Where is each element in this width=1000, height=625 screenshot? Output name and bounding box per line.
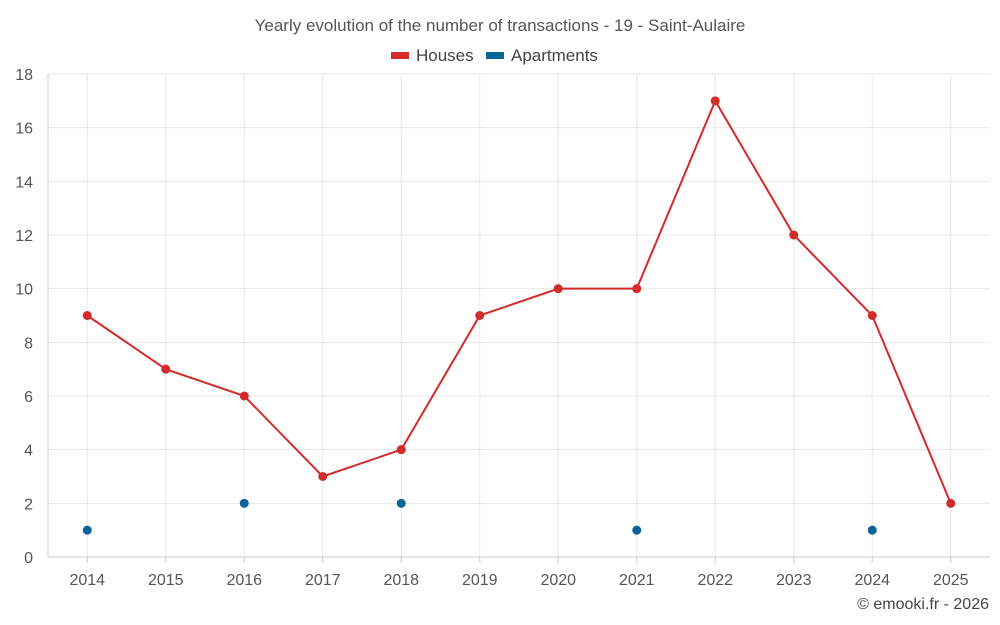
data-point-houses[interactable] (396, 445, 406, 455)
y-tick-label: 10 (15, 282, 33, 299)
x-tick-label: 2015 (148, 572, 184, 589)
y-tick-label: 4 (24, 443, 33, 460)
data-point-houses[interactable] (553, 284, 563, 294)
data-point-houses[interactable] (239, 391, 249, 401)
y-tick-label: 18 (15, 67, 33, 84)
x-tick-label: 2024 (854, 572, 890, 589)
data-point-apartments[interactable] (82, 525, 92, 535)
data-point-houses[interactable] (710, 96, 720, 106)
data-point-houses[interactable] (946, 498, 956, 508)
y-tick-label: 16 (15, 121, 33, 138)
x-tick-label: 2019 (462, 572, 498, 589)
y-tick-label: 14 (15, 174, 33, 191)
x-tick-label: 2023 (776, 572, 812, 589)
y-tick-label: 2 (24, 496, 33, 513)
data-point-houses[interactable] (789, 230, 799, 240)
series-line-houses (86, 98, 952, 504)
legend-label-apartments: Apartments (511, 46, 598, 65)
y-tick-label: 6 (24, 389, 33, 406)
data-point-houses[interactable] (475, 311, 485, 320)
data-point-apartments[interactable] (239, 498, 249, 508)
legend-swatch-apartments (486, 52, 504, 59)
x-tick-label: 2021 (619, 572, 655, 589)
data-point-houses[interactable] (161, 364, 171, 374)
x-tick-label: 2025 (933, 572, 969, 589)
y-tick-label: 12 (15, 228, 33, 245)
data-point-houses[interactable] (632, 284, 642, 294)
data-point-houses[interactable] (867, 311, 877, 320)
x-tick-label: 2022 (697, 572, 733, 589)
series-houses (82, 96, 956, 508)
y-tick-labels: 0 2 4 6 8 10 12 14 16 18 (15, 67, 33, 567)
data-point-apartments[interactable] (867, 525, 877, 535)
x-tick-label: 2020 (540, 572, 576, 589)
data-point-apartments[interactable] (632, 525, 642, 535)
legend-swatch-houses (391, 52, 409, 59)
axes (47, 74, 990, 563)
x-tick-label: 2016 (226, 572, 262, 589)
grid (48, 73, 990, 557)
x-tick-label: 2018 (383, 572, 419, 589)
series (82, 96, 956, 535)
chart-title: Yearly evolution of the number of transa… (255, 16, 746, 35)
x-tick-label: 2017 (305, 572, 341, 589)
data-point-apartments[interactable] (396, 498, 406, 508)
x-tick-labels: 2014 2015 2016 2017 2018 2019 2020 2021 2022 2023… (69, 572, 968, 589)
data-point-houses[interactable] (82, 311, 92, 320)
y-tick-label: 8 (24, 335, 33, 352)
x-tick-label: 2014 (69, 572, 105, 589)
credit-text: © emooki.fr - 2026 (857, 596, 989, 613)
legend-label-houses: Houses (416, 46, 474, 65)
data-point-houses[interactable] (318, 472, 328, 481)
series-apartments (82, 498, 877, 535)
y-tick-label: 0 (24, 550, 33, 567)
legend: Houses Apartments (391, 46, 598, 65)
